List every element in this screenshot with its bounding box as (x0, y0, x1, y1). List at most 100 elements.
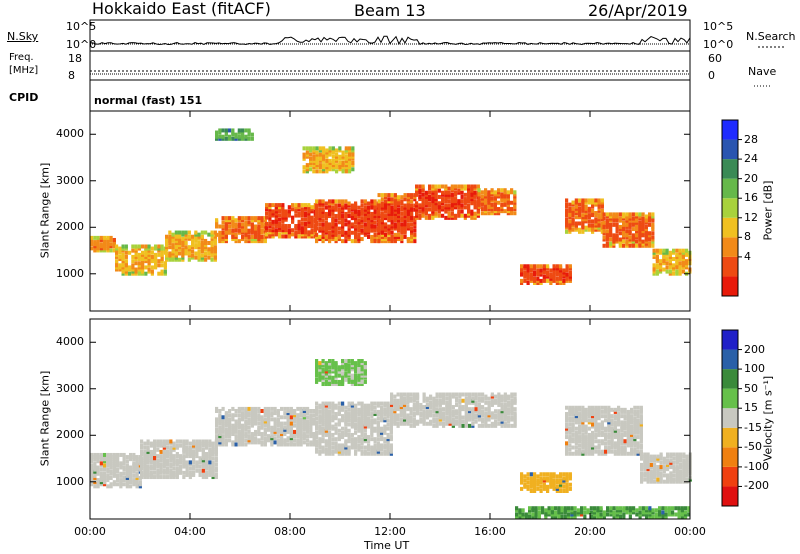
power-cell (612, 237, 616, 242)
velocity-cell (646, 477, 650, 482)
power-cell (367, 207, 371, 212)
power-cell (377, 199, 381, 204)
velocity-cell (228, 429, 232, 434)
power-cell (484, 192, 488, 197)
power-cell (597, 208, 601, 213)
power-cell (90, 240, 94, 245)
power-cell (312, 161, 316, 165)
power-cell (675, 254, 679, 259)
velocity-cell (328, 373, 332, 378)
velocity-cell (321, 373, 325, 378)
power-cell (334, 232, 338, 237)
velocity-cell (309, 434, 313, 439)
velocity-cell (376, 437, 380, 442)
velocity-cell (116, 467, 120, 472)
power-cell (612, 241, 616, 246)
power-cell (121, 246, 125, 251)
velocity-cell (146, 441, 150, 446)
power-cell (612, 212, 616, 217)
velocity-cell (562, 472, 566, 477)
power-cell (390, 220, 394, 225)
velocity-cell (656, 465, 660, 470)
velocity-cell (289, 432, 293, 437)
velocity-cell (679, 477, 683, 482)
power-cell (597, 204, 601, 209)
power-cell (384, 224, 388, 229)
velocity-cell (321, 412, 325, 417)
velocity-cell (507, 423, 511, 428)
velocity-cell (393, 394, 397, 399)
power-cell (191, 241, 195, 245)
velocity-cell (135, 459, 139, 464)
power-cell (134, 246, 138, 251)
velocity-cell (211, 447, 215, 452)
velocity-cell (587, 447, 591, 452)
power-cell (348, 161, 352, 165)
power-cell (370, 216, 374, 221)
velocity-cell (675, 460, 679, 465)
power-cell (470, 184, 474, 189)
velocity-cell (331, 365, 335, 370)
velocity-cell (247, 434, 251, 439)
velocity-cell (321, 418, 325, 423)
velocity-cell (280, 427, 284, 432)
power-cell (574, 227, 578, 232)
velocity-cell (146, 452, 150, 457)
power-cell (503, 190, 507, 195)
velocity-cell (604, 435, 608, 440)
velocity-cell (116, 469, 120, 474)
velocity-cell (594, 449, 598, 454)
power-cell (421, 192, 425, 197)
velocity-cell (302, 425, 306, 430)
power-cell (393, 239, 397, 244)
velocity-cell (620, 426, 624, 431)
velocity-cell (604, 428, 608, 433)
velocity-cell (429, 400, 433, 405)
power-cell (377, 207, 381, 212)
velocity-cell (494, 394, 498, 399)
velocity-cell (309, 409, 313, 413)
power-cell (625, 214, 629, 219)
velocity-cell (396, 407, 400, 412)
velocity-cell (234, 429, 238, 434)
velocity-cell (565, 418, 569, 423)
power-cell (305, 150, 309, 155)
velocity-cell (389, 443, 393, 448)
velocity-cell (334, 379, 338, 384)
velocity-cell (422, 417, 426, 422)
velocity-cell (587, 445, 591, 450)
velocity-cell (468, 392, 472, 397)
velocity-cell (296, 406, 300, 411)
power-cell (341, 232, 345, 237)
velocity-cell (153, 466, 157, 471)
velocity-cell (406, 407, 410, 412)
velocity-cell (318, 430, 322, 435)
velocity-cell (416, 419, 420, 424)
power-cell (594, 200, 598, 205)
velocity-cell (542, 482, 546, 487)
velocity-cell (267, 417, 271, 422)
velocity-cell (623, 447, 627, 452)
velocity-cell (321, 371, 325, 376)
velocity-cell (659, 452, 663, 457)
velocity-cell (571, 432, 575, 437)
velocity-cell (293, 423, 297, 428)
power-cell (134, 257, 138, 262)
velocity-cell (228, 413, 232, 418)
velocity-cell (458, 398, 462, 403)
power-cell (473, 186, 477, 191)
power-cell (363, 205, 367, 210)
velocity-cell (568, 443, 572, 448)
power-cell (681, 263, 685, 268)
velocity-cell (289, 436, 293, 441)
velocity-cell (656, 477, 660, 482)
velocity-cell (247, 406, 251, 411)
velocity-cell (630, 447, 634, 452)
power-cell (370, 205, 374, 210)
velocity-cell (315, 363, 319, 368)
velocity-cell (672, 477, 676, 482)
velocity-cell (337, 428, 341, 433)
velocity-cell (633, 424, 637, 429)
power-cell (397, 224, 401, 229)
velocity-cell (201, 454, 205, 459)
